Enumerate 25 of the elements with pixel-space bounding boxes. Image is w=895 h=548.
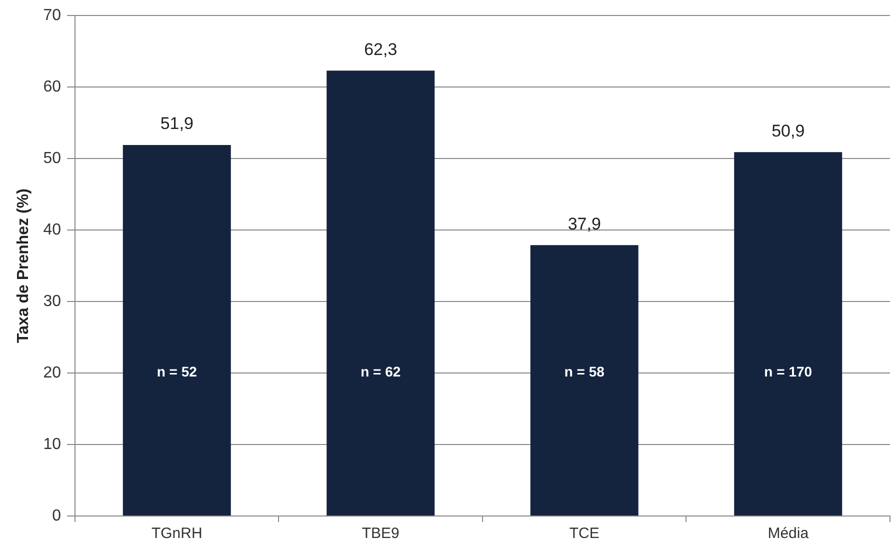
bar [530, 245, 638, 516]
data-label: 37,9 [568, 214, 601, 234]
data-label: 51,9 [160, 114, 194, 134]
y-tick-label: 60 [43, 78, 62, 96]
annotation: n = 170 [764, 364, 812, 380]
bar [122, 144, 231, 516]
y-tick-label: 70 [43, 7, 62, 24]
x-tick-label: Média [768, 525, 810, 542]
bar [734, 152, 842, 516]
x-tick-label: TGnRH [151, 525, 202, 542]
x-tick-label: TBE9 [362, 525, 400, 542]
x-tick-label: TCE [569, 525, 600, 542]
y-tick-label: 40 [43, 221, 62, 238]
data-label: 62,3 [364, 40, 398, 59]
y-tick-label: 20 [43, 364, 62, 382]
annotation: n = 62 [360, 364, 401, 380]
y-tick-label: 0 [52, 507, 62, 524]
y-tick-label: 30 [43, 292, 62, 310]
annotation: n = 52 [156, 364, 198, 380]
y-tick-label: 50 [43, 150, 62, 167]
annotation: n = 58 [564, 364, 605, 380]
bar [326, 70, 435, 516]
y-axis-title: Taxa de Prenhez (%) [15, 188, 32, 344]
data-label: 50,9 [772, 121, 805, 140]
y-tick-label: 10 [43, 436, 62, 453]
